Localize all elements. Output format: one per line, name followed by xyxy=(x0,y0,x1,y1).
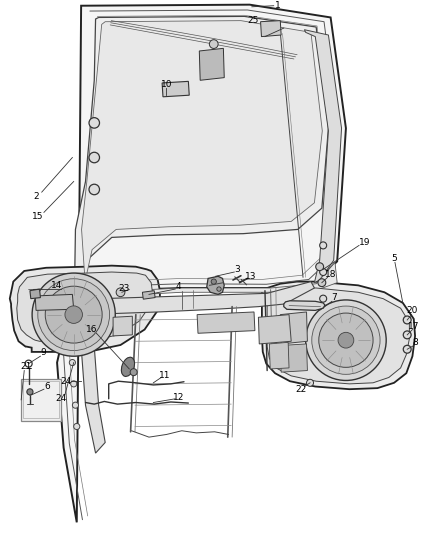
Polygon shape xyxy=(267,288,410,384)
Polygon shape xyxy=(113,316,132,336)
Text: 10: 10 xyxy=(161,80,172,89)
Polygon shape xyxy=(280,312,307,344)
Polygon shape xyxy=(81,21,322,281)
Polygon shape xyxy=(10,265,160,352)
Text: 20: 20 xyxy=(407,306,418,315)
Circle shape xyxy=(209,39,218,49)
Circle shape xyxy=(318,279,326,287)
Text: 16: 16 xyxy=(86,325,98,334)
Polygon shape xyxy=(68,262,337,317)
Polygon shape xyxy=(280,344,307,372)
Polygon shape xyxy=(207,276,224,294)
Polygon shape xyxy=(304,30,342,282)
Circle shape xyxy=(403,331,411,339)
Polygon shape xyxy=(262,281,415,389)
Text: 21: 21 xyxy=(20,362,31,372)
Circle shape xyxy=(319,313,373,367)
Text: 22: 22 xyxy=(296,385,307,394)
Text: 11: 11 xyxy=(159,371,170,380)
Circle shape xyxy=(69,359,75,366)
Circle shape xyxy=(312,306,380,374)
Text: 6: 6 xyxy=(45,382,50,391)
Circle shape xyxy=(116,288,125,297)
Text: 12: 12 xyxy=(173,393,184,402)
Text: 3: 3 xyxy=(234,265,240,274)
Circle shape xyxy=(74,423,80,430)
Polygon shape xyxy=(162,82,189,97)
Text: 5: 5 xyxy=(391,254,397,263)
Circle shape xyxy=(45,286,102,343)
Text: 14: 14 xyxy=(51,281,63,290)
Polygon shape xyxy=(258,314,291,344)
Polygon shape xyxy=(57,5,346,522)
Text: 24: 24 xyxy=(60,377,71,386)
Polygon shape xyxy=(81,281,314,453)
Ellipse shape xyxy=(121,357,134,376)
Text: 25: 25 xyxy=(247,16,259,25)
Text: 23: 23 xyxy=(118,284,129,293)
Polygon shape xyxy=(35,294,74,310)
Circle shape xyxy=(320,295,327,302)
Text: 1: 1 xyxy=(275,1,281,10)
Circle shape xyxy=(89,184,99,195)
Circle shape xyxy=(71,381,77,387)
Circle shape xyxy=(403,316,411,324)
Polygon shape xyxy=(197,312,255,333)
Text: 13: 13 xyxy=(245,272,256,281)
Circle shape xyxy=(306,300,386,381)
Text: 2: 2 xyxy=(33,192,39,201)
Text: 8: 8 xyxy=(412,338,418,347)
Polygon shape xyxy=(199,49,224,80)
Circle shape xyxy=(320,242,327,249)
Circle shape xyxy=(65,306,82,324)
Circle shape xyxy=(27,389,33,395)
Circle shape xyxy=(89,118,99,128)
Circle shape xyxy=(307,379,314,386)
Circle shape xyxy=(89,152,99,163)
Polygon shape xyxy=(261,21,281,37)
Text: 19: 19 xyxy=(359,238,370,247)
Circle shape xyxy=(338,332,354,348)
Polygon shape xyxy=(284,301,325,310)
Circle shape xyxy=(72,402,78,408)
Polygon shape xyxy=(269,342,289,369)
Circle shape xyxy=(130,369,137,376)
Circle shape xyxy=(211,279,216,284)
Circle shape xyxy=(25,360,32,367)
Text: 17: 17 xyxy=(408,322,420,331)
Polygon shape xyxy=(74,17,328,309)
Circle shape xyxy=(38,279,110,351)
Circle shape xyxy=(217,287,221,291)
Text: 7: 7 xyxy=(331,293,336,302)
Polygon shape xyxy=(21,378,61,421)
Text: 18: 18 xyxy=(325,270,336,279)
Text: 24: 24 xyxy=(55,394,66,403)
Circle shape xyxy=(32,273,115,356)
Text: 4: 4 xyxy=(176,282,181,292)
Circle shape xyxy=(403,345,411,353)
Circle shape xyxy=(316,263,324,271)
Polygon shape xyxy=(17,272,152,341)
Polygon shape xyxy=(142,290,155,299)
Circle shape xyxy=(320,269,327,276)
Text: 15: 15 xyxy=(32,212,43,221)
Text: 9: 9 xyxy=(40,349,46,358)
Polygon shape xyxy=(30,289,40,298)
